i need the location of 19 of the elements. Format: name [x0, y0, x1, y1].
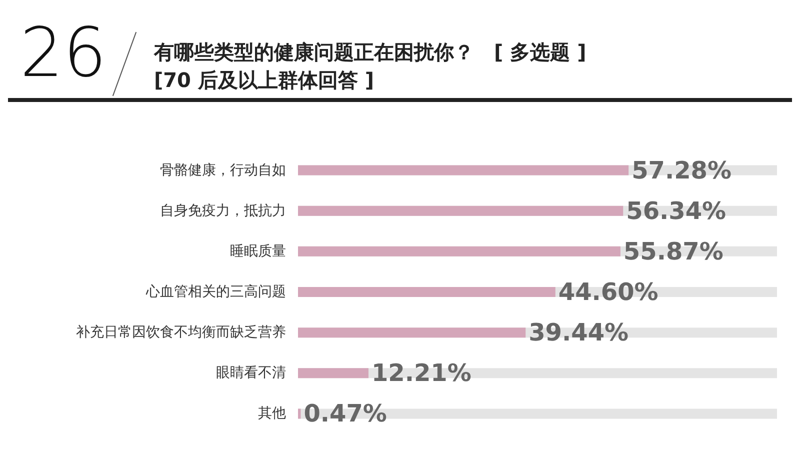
y-tick-label: 骨骼健康，行动自如 — [160, 162, 286, 178]
y-tick-label: 心血管相关的三高问题 — [145, 284, 286, 300]
y-tick-label: 睡眠质量 — [230, 243, 286, 260]
bar — [298, 408, 301, 419]
bar — [298, 368, 368, 378]
chart-subtitle: [70 后及以上群体回答 ] — [154, 67, 376, 94]
data-label: 44.60% — [558, 278, 658, 306]
data-label: 57.28% — [632, 156, 732, 184]
data-label: 55.87% — [623, 237, 724, 266]
data-label: 39.44% — [528, 318, 629, 347]
data-label: 56.34% — [626, 196, 726, 225]
data-label: 0.47% — [304, 400, 387, 428]
y-tick-label: 眼睛看不清 — [216, 365, 286, 382]
y-tick-label: 其他 — [258, 406, 286, 422]
header-rule: 26 有哪些类型的健康问题正在困扰你？ [ 多选题 ] [70 后及以上群体回答 ] — [8, 8, 792, 102]
chart-title: 有哪些类型的健康问题正在困扰你？ [ 多选题 ] — [154, 39, 586, 66]
y-tick-label: 补充日常因饮食不均衡而缺乏营养 — [76, 324, 286, 341]
data-label: 12.21% — [371, 359, 472, 388]
y-tick-label: 自身免疫力，抵抗力 — [160, 202, 286, 219]
